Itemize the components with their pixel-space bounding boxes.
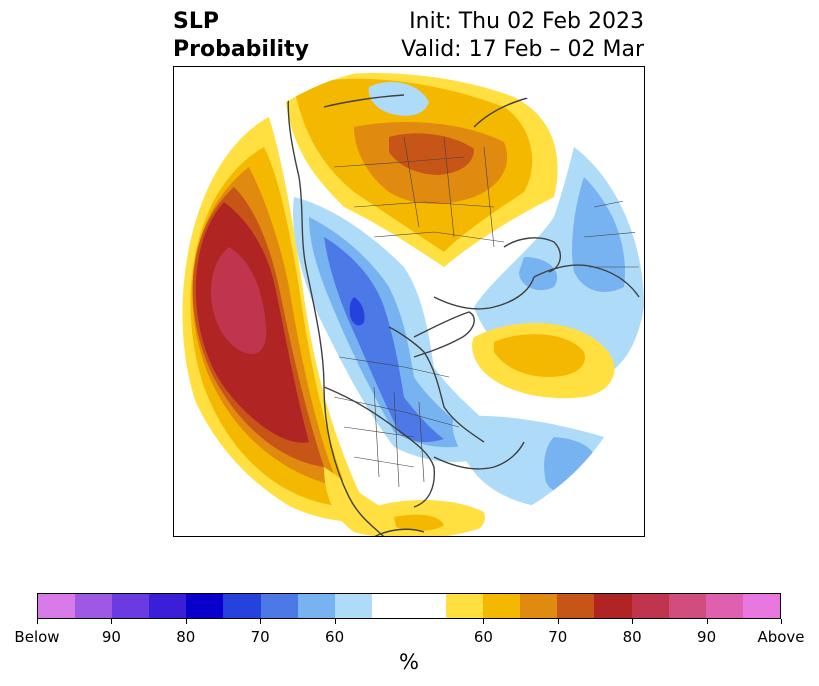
colorbar-swatch (594, 594, 632, 618)
chart-title-right: Init: Thu 02 Feb 2023 Valid: 17 Feb – 02… (401, 8, 644, 64)
colorbar-tick-mark (37, 619, 38, 624)
colorbar-swatch (149, 594, 187, 618)
map-canvas (182, 73, 644, 536)
colorbar-swatch (334, 594, 372, 618)
wnatlantic-below-light (452, 415, 614, 508)
europe-below-mid2 (519, 257, 558, 291)
colorbar-tick-mark (557, 619, 559, 624)
colorbar-tick-mark (483, 619, 485, 624)
colorbar-swatch (408, 594, 447, 618)
colorbar (37, 593, 781, 619)
colorbar-swatch (446, 594, 484, 618)
colorbar-swatch (260, 594, 298, 618)
colorbar-swatch (742, 594, 780, 618)
init-date-label: Init: Thu 02 Feb 2023 (409, 9, 644, 34)
product-label: Probability (173, 37, 309, 62)
colorbar-tick-mark (111, 619, 113, 624)
colorbar-swatch (371, 594, 409, 618)
colorbar-tick-mark (185, 619, 187, 624)
colorbar-tick-mark (260, 619, 262, 624)
valid-range-label: Valid: 17 Feb – 02 Mar (401, 37, 644, 62)
colorbar-swatch (631, 594, 669, 618)
colorbar-swatch (75, 594, 113, 618)
colorbar-tick-mark (781, 619, 782, 624)
colorbar-tick-label: 70 (250, 628, 270, 646)
canada-below-strong (324, 237, 444, 443)
arctic-below-light (368, 82, 429, 116)
colorbar-tick-mark (632, 619, 634, 624)
colorbar-swatch (557, 594, 595, 618)
colorbar-swatch (705, 594, 743, 618)
colorbar-tick-label: Below (14, 628, 60, 646)
europe-below-mid (572, 177, 625, 292)
chart-title-left: SLP Probability (173, 8, 309, 64)
variable-label: SLP (173, 9, 219, 34)
colorbar-tick-label: 80 (176, 628, 196, 646)
colorbar-swatch (112, 594, 150, 618)
colorbar-tick-mark (706, 619, 708, 624)
pacific-above-peak (210, 247, 267, 354)
colorbar-tick-label: 60 (325, 628, 345, 646)
colorbar-unit: % (399, 650, 419, 674)
colorbar-tick-mark (334, 619, 336, 624)
gulf-above-mid (394, 514, 444, 531)
colorbar-tick-label: 80 (622, 628, 642, 646)
colorbar-tick-label: 90 (697, 628, 717, 646)
canada-below-deep (349, 297, 365, 326)
atlantic-above-mid (494, 334, 585, 377)
colorbar-swatch (223, 594, 261, 618)
colorbar-tick-label: 60 (473, 628, 493, 646)
colorbar-swatch (483, 594, 521, 618)
coastlines (287, 86, 640, 536)
probability-map (173, 66, 645, 537)
colorbar-tick-label: 90 (101, 628, 121, 646)
colorbar-swatch (520, 594, 558, 618)
colorbar-tick-label: Above (757, 628, 805, 646)
colorbar-swatch (186, 594, 224, 618)
colorbar-swatch (38, 594, 76, 618)
colorbar-swatch (668, 594, 706, 618)
siberia-above-deep (389, 133, 474, 175)
colorbar-swatch (297, 594, 335, 618)
colorbar-tick-label: 70 (548, 628, 568, 646)
political-borders (333, 136, 644, 488)
